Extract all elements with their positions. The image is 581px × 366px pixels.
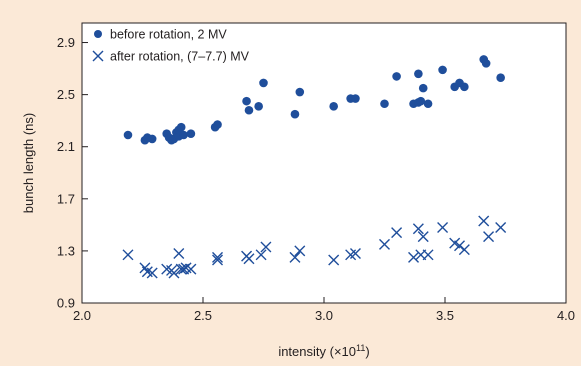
data-point-circle [176, 122, 186, 132]
x-tick-label: 3.0 [315, 308, 333, 323]
data-point-cross [408, 251, 420, 263]
x-axis: 2.0 2.5 3.0 3.5 4.0 [73, 297, 575, 323]
data-point-circle [244, 105, 254, 115]
legend-marker-after [92, 50, 104, 62]
data-point-circle [481, 59, 491, 68]
x-tick-label: 2.5 [194, 308, 212, 323]
plot-area [81, 22, 567, 304]
y-tick-label: 1.3 [57, 243, 75, 258]
data-point-circle [496, 73, 505, 82]
legend-label-after: after rotation, (7–7.7) MV [110, 50, 250, 64]
data-point-circle [380, 99, 389, 109]
data-point-cross [417, 231, 429, 243]
data-point-circle [147, 134, 157, 144]
series-before-rotation [123, 55, 505, 145]
data-point-circle [329, 102, 338, 111]
y-tick-label: 0.9 [57, 296, 75, 311]
legend: before rotation, 2 MV after rotation, (7… [92, 28, 250, 64]
data-point-cross [379, 238, 390, 250]
legend-marker-before [94, 30, 102, 38]
data-point-cross [478, 215, 490, 227]
data-point-cross [122, 249, 134, 261]
data-point-cross [437, 221, 449, 233]
data-point-cross [212, 251, 224, 263]
y-tick-label: 2.9 [57, 35, 75, 50]
data-point-circle [416, 96, 426, 106]
y-tick-label: 2.1 [57, 139, 75, 154]
data-point-cross [260, 241, 272, 253]
data-point-cross [391, 227, 403, 239]
data-point-circle [423, 99, 433, 109]
data-point-cross [212, 254, 224, 266]
x-tick-label: 4.0 [557, 308, 575, 323]
data-point-circle [242, 96, 251, 106]
data-point-circle [179, 130, 188, 140]
x-axis-title: intensity (×1011) [278, 343, 369, 359]
data-point-cross [422, 249, 434, 261]
data-point-circle [259, 78, 268, 88]
y-tick-label: 1.7 [57, 191, 75, 206]
data-point-circle [123, 130, 133, 140]
data-point-cross [495, 221, 507, 233]
data-point-cross [255, 249, 267, 261]
data-point-cross [168, 267, 180, 279]
data-point-cross [412, 223, 424, 235]
y-tick-label: 2.5 [57, 87, 75, 102]
x-tick-label: 2.0 [73, 308, 91, 323]
data-point-circle [213, 120, 222, 129]
y-axis-title: bunch length (ns) [21, 113, 36, 213]
data-point-cross [349, 248, 361, 260]
data-point-circle [460, 82, 469, 92]
data-point-circle [414, 69, 423, 79]
data-layer [122, 55, 507, 279]
series-after-rotation [122, 215, 507, 279]
data-point-cross [458, 244, 470, 256]
data-point-circle [392, 72, 401, 81]
data-point-cross [483, 231, 495, 243]
y-axis: 0.9 1.3 1.7 2.1 2.5 2.9 [57, 35, 88, 311]
data-point-circle [186, 129, 196, 138]
x-tick-label: 3.5 [436, 308, 454, 323]
data-point-circle [438, 65, 447, 75]
data-point-circle [290, 109, 300, 119]
legend-label-before: before rotation, 2 MV [110, 28, 227, 42]
data-point-circle [254, 102, 263, 111]
data-point-cross [243, 253, 255, 265]
data-point-cross [185, 263, 197, 275]
data-point-cross [146, 267, 158, 279]
data-point-circle [351, 94, 360, 103]
data-point-cross [289, 251, 301, 263]
data-point-circle [418, 83, 428, 93]
data-point-cross [294, 245, 306, 257]
data-point-cross [173, 248, 185, 260]
data-point-cross [328, 254, 340, 266]
data-point-circle [295, 87, 305, 97]
